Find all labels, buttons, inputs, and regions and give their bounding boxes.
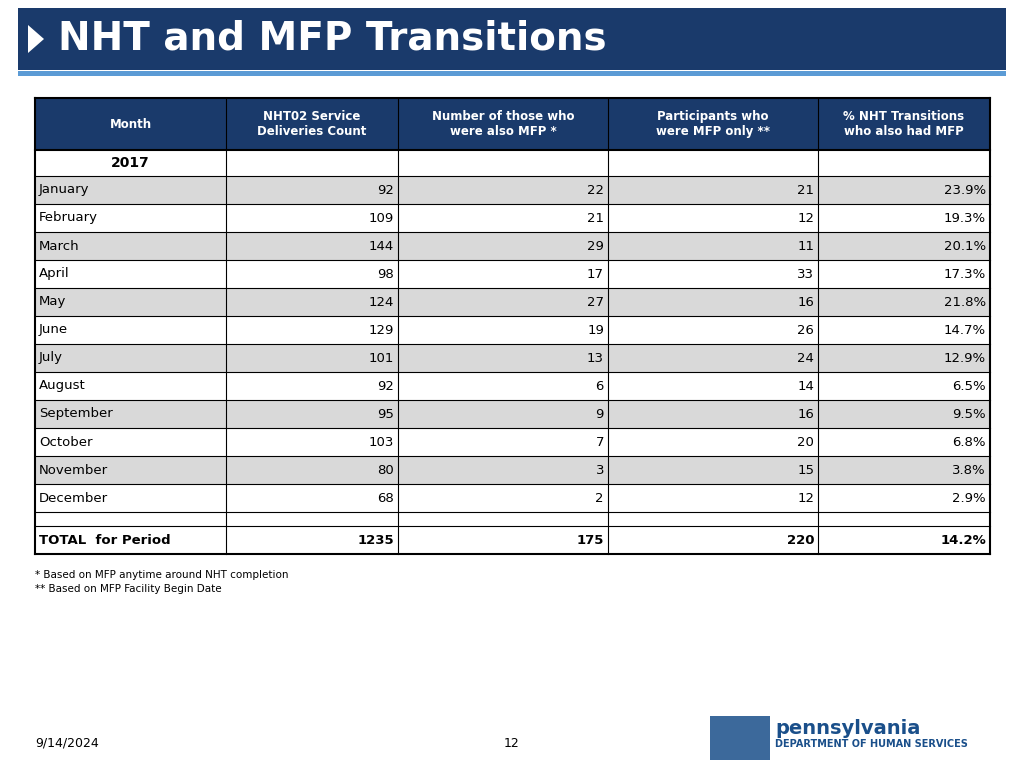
FancyBboxPatch shape bbox=[35, 232, 990, 260]
Text: 124: 124 bbox=[369, 296, 394, 309]
Text: 2: 2 bbox=[596, 492, 604, 505]
Text: 9.5%: 9.5% bbox=[952, 408, 986, 421]
Text: 12: 12 bbox=[797, 492, 814, 505]
Text: January: January bbox=[39, 184, 89, 197]
Text: 68: 68 bbox=[377, 492, 394, 505]
Text: May: May bbox=[39, 296, 67, 309]
Text: March: March bbox=[39, 240, 80, 253]
FancyBboxPatch shape bbox=[35, 400, 990, 428]
Text: 17: 17 bbox=[587, 267, 604, 280]
Text: 21.8%: 21.8% bbox=[944, 296, 986, 309]
Text: 1235: 1235 bbox=[357, 534, 394, 547]
Text: NHT and MFP Transitions: NHT and MFP Transitions bbox=[58, 20, 606, 58]
Text: 12: 12 bbox=[504, 737, 520, 750]
Text: 92: 92 bbox=[377, 379, 394, 392]
Text: 9/14/2024: 9/14/2024 bbox=[35, 737, 98, 750]
Text: DEPARTMENT OF HUMAN SERVICES: DEPARTMENT OF HUMAN SERVICES bbox=[775, 739, 968, 749]
Text: August: August bbox=[39, 379, 86, 392]
Text: 15: 15 bbox=[797, 464, 814, 476]
Text: 16: 16 bbox=[798, 408, 814, 421]
Text: 11: 11 bbox=[797, 240, 814, 253]
Text: 29: 29 bbox=[587, 240, 604, 253]
Text: October: October bbox=[39, 435, 92, 449]
FancyBboxPatch shape bbox=[18, 8, 1006, 70]
Text: July: July bbox=[39, 352, 63, 365]
Text: 6: 6 bbox=[596, 379, 604, 392]
Text: 19: 19 bbox=[587, 323, 604, 336]
Text: NHT02 Service
Deliveries Count: NHT02 Service Deliveries Count bbox=[257, 110, 367, 138]
Text: 2.9%: 2.9% bbox=[952, 492, 986, 505]
Text: * Based on MFP anytime around NHT completion: * Based on MFP anytime around NHT comple… bbox=[35, 570, 289, 580]
Text: 17.3%: 17.3% bbox=[944, 267, 986, 280]
Text: ** Based on MFP Facility Begin Date: ** Based on MFP Facility Begin Date bbox=[35, 584, 221, 594]
Text: 23.9%: 23.9% bbox=[944, 184, 986, 197]
Text: 129: 129 bbox=[369, 323, 394, 336]
Text: November: November bbox=[39, 464, 109, 476]
Text: pennsylvania: pennsylvania bbox=[775, 719, 921, 737]
Text: 12: 12 bbox=[797, 211, 814, 224]
Text: 3.8%: 3.8% bbox=[952, 464, 986, 476]
FancyBboxPatch shape bbox=[35, 98, 990, 150]
FancyBboxPatch shape bbox=[18, 71, 1006, 76]
Text: June: June bbox=[39, 323, 69, 336]
Text: 14.7%: 14.7% bbox=[944, 323, 986, 336]
Text: April: April bbox=[39, 267, 70, 280]
Text: Month: Month bbox=[110, 118, 152, 131]
FancyBboxPatch shape bbox=[35, 456, 990, 484]
FancyBboxPatch shape bbox=[35, 344, 990, 372]
FancyBboxPatch shape bbox=[35, 150, 990, 176]
Text: 27: 27 bbox=[587, 296, 604, 309]
Text: 6.5%: 6.5% bbox=[952, 379, 986, 392]
Text: 3: 3 bbox=[596, 464, 604, 476]
Text: 80: 80 bbox=[377, 464, 394, 476]
Text: September: September bbox=[39, 408, 113, 421]
Text: 6.8%: 6.8% bbox=[952, 435, 986, 449]
Text: 19.3%: 19.3% bbox=[944, 211, 986, 224]
Text: 14: 14 bbox=[798, 379, 814, 392]
FancyBboxPatch shape bbox=[35, 526, 990, 554]
Text: 33: 33 bbox=[797, 267, 814, 280]
FancyBboxPatch shape bbox=[710, 716, 770, 760]
Text: December: December bbox=[39, 492, 109, 505]
Text: 95: 95 bbox=[377, 408, 394, 421]
Text: 109: 109 bbox=[369, 211, 394, 224]
Text: Participants who
were MFP only **: Participants who were MFP only ** bbox=[656, 110, 770, 138]
FancyBboxPatch shape bbox=[35, 176, 990, 204]
Text: 144: 144 bbox=[369, 240, 394, 253]
FancyBboxPatch shape bbox=[35, 484, 990, 512]
Text: 26: 26 bbox=[798, 323, 814, 336]
Text: 7: 7 bbox=[596, 435, 604, 449]
Text: 98: 98 bbox=[377, 267, 394, 280]
Text: 16: 16 bbox=[798, 296, 814, 309]
Text: 9: 9 bbox=[596, 408, 604, 421]
FancyBboxPatch shape bbox=[35, 260, 990, 288]
Text: 103: 103 bbox=[369, 435, 394, 449]
FancyBboxPatch shape bbox=[35, 512, 990, 526]
Text: 92: 92 bbox=[377, 184, 394, 197]
Text: 14.2%: 14.2% bbox=[940, 534, 986, 547]
FancyBboxPatch shape bbox=[35, 288, 990, 316]
Polygon shape bbox=[28, 25, 44, 53]
Text: 20.1%: 20.1% bbox=[944, 240, 986, 253]
Text: 24: 24 bbox=[798, 352, 814, 365]
Text: % NHT Transitions
who also had MFP: % NHT Transitions who also had MFP bbox=[844, 110, 965, 138]
Text: February: February bbox=[39, 211, 98, 224]
Text: 220: 220 bbox=[786, 534, 814, 547]
FancyBboxPatch shape bbox=[35, 316, 990, 344]
Text: 21: 21 bbox=[797, 184, 814, 197]
Text: 175: 175 bbox=[577, 534, 604, 547]
Text: 21: 21 bbox=[587, 211, 604, 224]
FancyBboxPatch shape bbox=[35, 204, 990, 232]
FancyBboxPatch shape bbox=[35, 428, 990, 456]
Text: 13: 13 bbox=[587, 352, 604, 365]
Text: 2017: 2017 bbox=[112, 156, 150, 170]
Text: 20: 20 bbox=[798, 435, 814, 449]
Text: 12.9%: 12.9% bbox=[944, 352, 986, 365]
Text: TOTAL  for Period: TOTAL for Period bbox=[39, 534, 171, 547]
Text: 22: 22 bbox=[587, 184, 604, 197]
Text: 101: 101 bbox=[369, 352, 394, 365]
Text: Number of those who
were also MFP *: Number of those who were also MFP * bbox=[432, 110, 574, 138]
FancyBboxPatch shape bbox=[35, 372, 990, 400]
